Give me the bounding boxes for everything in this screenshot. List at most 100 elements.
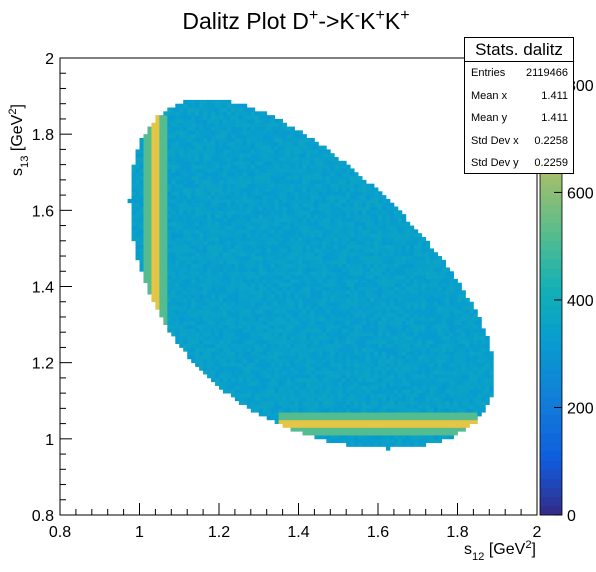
histogram-cell [187,301,192,306]
histogram-cell [366,290,371,295]
histogram-cell [191,259,196,265]
histogram-cell [409,400,415,405]
histogram-cell [179,278,184,284]
histogram-cell [389,221,395,226]
histogram-cell [314,362,319,367]
histogram-cell [290,278,295,284]
histogram-cell [242,229,248,234]
histogram-cell [385,423,391,428]
histogram-cell [195,240,200,246]
histogram-cell [393,370,399,375]
histogram-cell [342,400,347,405]
histogram-cell [163,183,168,188]
histogram-cell [385,286,391,291]
histogram-cell [286,320,291,325]
histogram-cell [306,355,311,360]
histogram-cell [290,206,295,211]
histogram-cell [155,164,160,169]
histogram-cell [203,282,208,287]
histogram-cell [155,236,160,242]
histogram-cell [310,191,315,196]
histogram-cell [167,297,172,303]
histogram-cell [306,347,311,352]
histogram-cell [322,336,327,341]
histogram-cell [234,244,240,249]
histogram-cell [179,191,184,196]
histogram-cell [350,271,355,276]
histogram-cell [338,210,343,215]
histogram-cell [254,172,260,177]
histogram-cell [362,275,367,280]
histogram-cell [175,118,180,124]
histogram-cell [139,240,144,246]
histogram-cell [370,423,375,428]
histogram-cell [385,442,391,447]
histogram-cell [270,217,276,223]
histogram-cell [346,267,351,272]
histogram-cell [179,164,184,169]
histogram-cell [298,404,303,409]
histogram-cell [250,164,256,169]
histogram-cell [381,236,387,242]
histogram-cell [326,435,331,440]
histogram-cell [207,358,212,364]
histogram-cell [294,278,299,284]
histogram-cell [401,320,407,325]
histogram-cell [131,233,136,238]
histogram-cell [203,107,208,112]
histogram-cell [401,336,407,341]
histogram-cell [175,149,180,154]
histogram-cell [258,225,264,230]
histogram-cell [238,256,244,261]
histogram-cell [175,259,180,265]
histogram-cell [358,214,363,219]
histogram-cell [211,324,216,329]
histogram-cell [254,355,260,360]
histogram-cell [238,328,244,333]
histogram-cell [222,259,228,265]
histogram-cell [378,366,383,371]
histogram-cell [409,259,415,265]
histogram-cell [242,103,248,108]
histogram-cell [179,316,184,322]
histogram-cell [282,137,287,143]
histogram-cell [338,221,343,226]
histogram-cell [282,347,287,352]
histogram-cell [314,385,319,390]
histogram-cell [262,320,268,325]
histogram-cell [143,191,148,196]
histogram-cell [143,149,148,154]
histogram-cell [342,160,347,166]
histogram-cell [270,259,276,265]
histogram-cell [211,183,216,188]
histogram-cell [409,427,415,432]
histogram-cell [326,328,331,333]
histogram-cell [409,309,415,314]
histogram-cell [282,400,287,405]
histogram-cell [219,164,224,169]
histogram-cell [298,328,303,333]
histogram-cell [226,362,232,367]
histogram-cell [358,396,363,402]
histogram-cell [370,198,375,204]
histogram-cell [298,164,303,169]
histogram-cell [250,111,256,116]
histogram-cell [389,248,395,253]
histogram-cell [179,118,184,124]
histogram-cell [413,442,419,447]
histogram-cell [238,195,244,200]
histogram-cell [155,141,160,146]
histogram-cell [302,176,307,181]
histogram-cell [393,408,399,413]
histogram-cell [226,374,232,379]
histogram-cell [370,202,375,207]
histogram-cell [159,259,164,265]
histogram-cell [238,206,244,211]
histogram-cell [199,191,204,196]
histogram-cell [155,244,160,249]
histogram-cell [381,423,387,428]
histogram-cell [389,286,395,291]
histogram-cell [278,370,284,375]
histogram-cell [302,381,307,386]
histogram-cell [374,225,379,230]
